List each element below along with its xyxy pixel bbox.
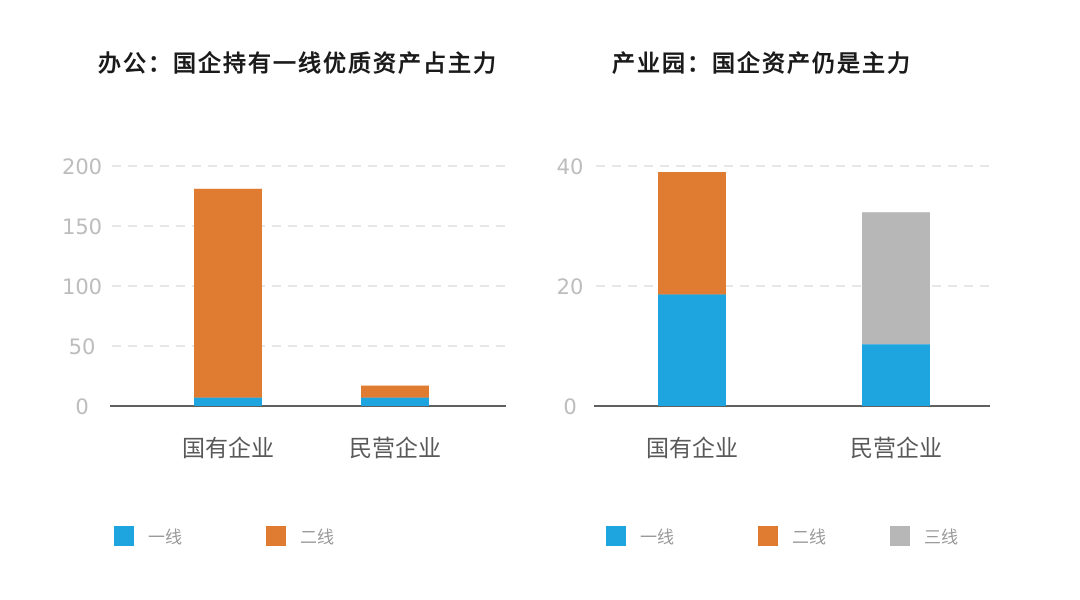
x-category-label: 国有企业 <box>646 436 738 462</box>
y-tick-label: 0 <box>563 395 576 419</box>
bar-segment <box>862 344 930 406</box>
legend-swatch <box>266 525 286 546</box>
y-tick-label: 50 <box>69 335 96 359</box>
x-category-label: 民营企业 <box>349 436 441 462</box>
chart-title-industrial-park: 产业园：国企资产仍是主力 <box>612 51 912 77</box>
y-tick-label: 20 <box>557 275 584 299</box>
industrial-park-stacked-bar-chart: 0 20 40 国有企业 民营企业 <box>557 155 990 462</box>
legend-park-tier2: 二线 <box>758 523 826 548</box>
y-tick-label: 0 <box>75 395 88 419</box>
bar-segment <box>194 397 262 406</box>
x-category-label: 国有企业 <box>182 436 274 462</box>
bar-segment <box>862 212 930 345</box>
legend-label: 二线 <box>300 528 334 548</box>
legend-swatch <box>606 525 626 546</box>
y-tick-label: 100 <box>62 275 102 299</box>
legend-park-tier3: 三线 <box>890 523 958 548</box>
bar-segment <box>194 188 262 398</box>
office-stacked-bar-chart: 0 50 100 150 200 国有企业 民营企业 <box>62 155 506 462</box>
bar-segment <box>658 172 726 295</box>
y-tick-label: 150 <box>62 215 102 239</box>
legend-label: 二线 <box>792 528 826 548</box>
bar-segment <box>658 294 726 406</box>
bar-segment <box>361 397 429 406</box>
legend-swatch <box>758 525 778 546</box>
chart-title-office: 办公：国企持有一线优质资产占主力 <box>98 51 498 77</box>
y-tick-label: 40 <box>557 155 584 179</box>
bar-segment <box>361 385 429 398</box>
legend-park-tier1: 一线 <box>606 523 674 548</box>
legend-label: 三线 <box>924 528 958 548</box>
legend-office-tier1: 一线 <box>114 523 182 548</box>
legend-label: 一线 <box>640 528 674 548</box>
legend-label: 一线 <box>148 528 182 548</box>
legend-office-tier2: 二线 <box>266 523 334 548</box>
y-tick-label: 200 <box>62 155 102 179</box>
x-category-label: 民营企业 <box>850 436 942 462</box>
legend-swatch <box>890 525 910 546</box>
legend-swatch <box>114 525 134 546</box>
